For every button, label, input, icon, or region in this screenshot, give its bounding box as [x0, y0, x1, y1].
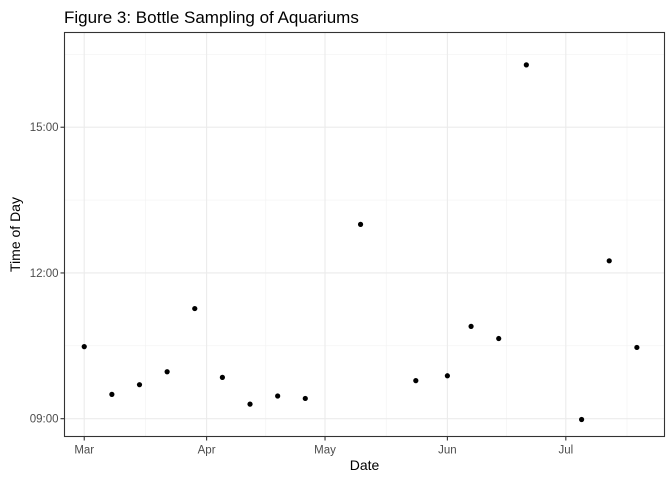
x-tick-label: Mar [74, 445, 94, 457]
x-tick-label: Jul [558, 445, 573, 457]
x-tick-label: Apr [198, 445, 216, 457]
data-points [81, 62, 640, 423]
data-point [496, 335, 502, 342]
chart-title: Figure 3: Bottle Sampling of Aquariums [64, 8, 359, 27]
data-point [192, 305, 198, 312]
data-point [413, 378, 419, 384]
y-tick-label: 09:00 [30, 414, 59, 426]
data-point [164, 369, 170, 375]
y-axis-title: Time of Day [7, 197, 23, 272]
data-point [136, 382, 143, 388]
y-axis-ticks: 09:00 12:00 15:00 [30, 122, 65, 426]
y-tick-label: 12:00 [30, 268, 59, 280]
major-gridlines [64, 32, 665, 437]
data-point [357, 221, 364, 227]
data-point [247, 401, 253, 407]
x-axis-ticks: Mar Apr May Jun Jul [74, 436, 573, 457]
data-point [468, 323, 474, 329]
data-point [634, 344, 640, 351]
data-point [579, 416, 585, 423]
data-point [444, 373, 450, 379]
data-point [275, 393, 281, 399]
x-tick-label: May [314, 445, 336, 457]
minor-gridlines [64, 32, 665, 437]
plot-panel-border [63, 31, 666, 438]
y-tick-label: 15:00 [30, 122, 59, 134]
x-axis-title: Date [350, 457, 380, 473]
data-point [302, 395, 308, 402]
data-point [81, 344, 87, 350]
data-point [523, 62, 529, 68]
data-point [606, 258, 612, 264]
data-point [109, 391, 115, 397]
data-point [219, 374, 225, 380]
x-tick-label: Jun [438, 445, 457, 457]
